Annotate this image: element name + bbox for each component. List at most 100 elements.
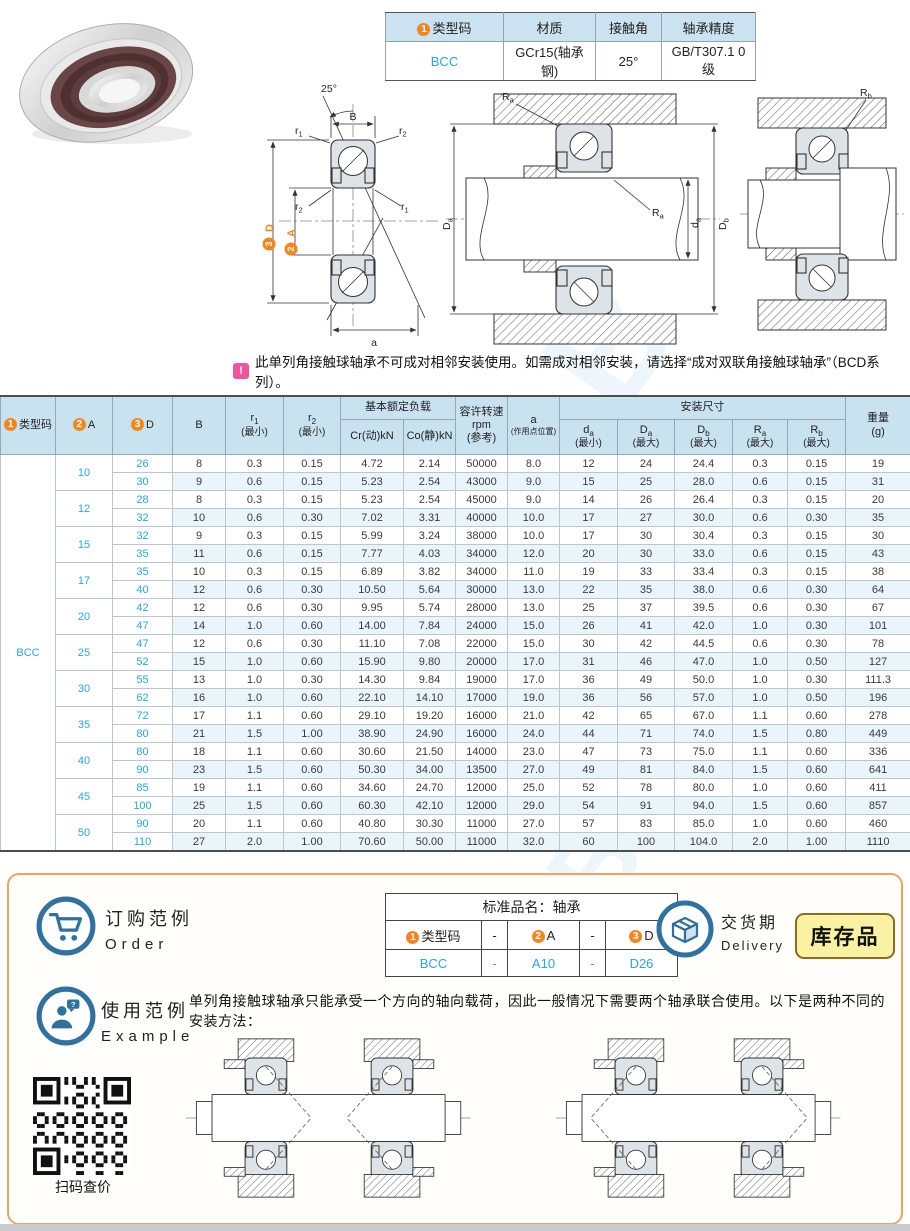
data-cell: 7.84 [403, 616, 456, 635]
data-cell: 0.6 [732, 508, 788, 527]
data-cell: 0.30 [786, 634, 847, 653]
data-cell: 34000 [455, 544, 508, 563]
data-cell: 27.0 [507, 760, 560, 779]
data-cell: 11 [172, 544, 226, 563]
outer-diameter-cell: 100 [112, 796, 173, 815]
data-cell: 1.1 [732, 742, 788, 761]
data-cell: 13.0 [507, 580, 560, 599]
svg-text:da: da [689, 217, 703, 228]
data-cell: 24.0 [507, 724, 560, 743]
mounting-dimension-drawing: Ra Ra Da da Db [441, 91, 731, 345]
data-cell: 30000 [455, 580, 508, 599]
data-cell: 19 [845, 454, 910, 473]
data-cell: 24 [617, 454, 675, 473]
bore-diameter-cell: 30 [55, 670, 113, 707]
data-cell: 78 [845, 634, 910, 653]
data-cell: 104.0 [674, 832, 733, 852]
data-cell: 0.60 [283, 814, 341, 833]
data-cell: 0.50 [786, 688, 847, 707]
table-row: BCC 10 26 8 0.3 0.15 4.72 2.14 50000 8.0 12 24 24.4 0… [0, 454, 910, 852]
col-header-r1: r1 (最小) [225, 395, 284, 455]
bore-diameter-cell: 25 [55, 634, 113, 671]
data-cell: 17.0 [507, 652, 560, 671]
data-cell: 0.6 [732, 544, 788, 563]
spec-value-type-code: BCC [385, 41, 504, 81]
outer-diameter-cell: 90 [112, 814, 173, 833]
data-cell: 11.10 [340, 634, 404, 653]
data-cell: 5.64 [403, 580, 456, 599]
outer-diameter-cell: 32 [112, 508, 173, 527]
order-col-type-code: 1 类型码 [385, 920, 482, 950]
data-cell: 0.60 [786, 796, 847, 815]
data-cell: 14 [559, 490, 618, 509]
data-cell: 1.5 [732, 796, 788, 815]
data-cell: 47.0 [674, 652, 733, 671]
data-cell: 0.3 [732, 454, 788, 473]
spec-table: 1 类型码 材质 接触角 轴承精度 BCC GCr15(轴承钢) 25° GB/T… [385, 12, 756, 81]
data-cell: 12 [559, 454, 618, 473]
usage-note: ! 此单列角接触球轴承不可成对相邻安装使用。如需成对相邻安装，请选择“成对双联角… [233, 351, 910, 391]
outer-diameter-cell: 80 [112, 724, 173, 743]
data-cell: 15 [172, 652, 226, 671]
data-cell: 43000 [455, 472, 508, 491]
data-cell: 8.0 [507, 454, 560, 473]
outer-diameter-cell: 110 [112, 832, 173, 852]
data-cell: 30.30 [403, 814, 456, 833]
data-cell: 1.5 [732, 724, 788, 743]
table-row: 52 15 1.0 0.60 15.90 9.80 20000 17.0 31 46 47.0 1.0… [1, 652, 910, 671]
table-row: 45 85 19 1.1 0.60 34.60 24.70 12000 25.0 52 78 80.0… [1, 778, 910, 815]
data-cell: 3.31 [403, 508, 456, 527]
data-cell: 0.30 [786, 580, 847, 599]
data-cell: 0.6 [225, 472, 284, 491]
data-cell: 23 [172, 760, 226, 779]
data-cell: 27 [617, 508, 675, 527]
data-cell: 1.0 [732, 652, 788, 671]
data-cell: 1.00 [786, 832, 847, 852]
data-cell: 10 [172, 562, 226, 581]
data-cell: 42.0 [674, 616, 733, 635]
data-cell: 10 [172, 508, 226, 527]
data-cell: 75.0 [674, 742, 733, 761]
data-cell: 1.0 [225, 688, 284, 707]
bore-diameter-cell: 50 [55, 814, 113, 852]
data-cell: 0.15 [283, 526, 341, 545]
data-cell: 0.3 [732, 526, 788, 545]
data-cell: 0.60 [786, 814, 847, 833]
data-cell: 25 [617, 472, 675, 491]
data-cell: 0.50 [786, 652, 847, 671]
bore-diameter-cell: 12 [55, 490, 113, 527]
spec-header-type-code: 1 类型码 [385, 12, 504, 42]
svg-text:2: 2 [286, 246, 296, 251]
table-row: 50 90 20 1.1 0.60 40.80 30.30 11000 27.0 57 83 85.0… [1, 814, 910, 852]
data-cell: 26.4 [674, 490, 733, 509]
data-cell: 111.3 [845, 670, 910, 689]
data-cell: 8 [172, 454, 226, 473]
data-cell: 0.60 [786, 778, 847, 797]
col-header-Db-max: Db (最大) [674, 419, 733, 455]
data-cell: 74.0 [674, 724, 733, 743]
data-cell: 0.60 [283, 742, 341, 761]
data-cell: 16000 [455, 724, 508, 743]
table-row: 35 11 0.6 0.15 7.77 4.03 34000 12.0 20 30 33.0 0.6 0… [1, 544, 910, 563]
marker-1-icon: 1 [417, 22, 431, 36]
data-cell: 36 [559, 688, 618, 707]
data-cell: 0.60 [786, 760, 847, 779]
outer-diameter-cell: 42 [112, 598, 173, 617]
data-cell: 7.02 [340, 508, 404, 527]
data-cell: 0.15 [283, 490, 341, 509]
box-icon [656, 900, 714, 958]
data-cell: 0.80 [786, 724, 847, 743]
order-value: A10 [507, 949, 580, 977]
data-cell: 42.10 [403, 796, 456, 815]
data-cell: 9.0 [507, 472, 560, 491]
data-cell: 50.30 [340, 760, 404, 779]
data-cell: 27 [172, 832, 226, 852]
outer-diameter-cell: 35 [112, 544, 173, 563]
data-cell: 1.1 [225, 814, 284, 833]
data-cell: 0.6 [225, 508, 284, 527]
data-cell: 17.0 [507, 670, 560, 689]
data-cell: 11.0 [507, 562, 560, 581]
data-cell: 1.0 [225, 616, 284, 635]
svg-text:r1: r1 [401, 201, 409, 215]
